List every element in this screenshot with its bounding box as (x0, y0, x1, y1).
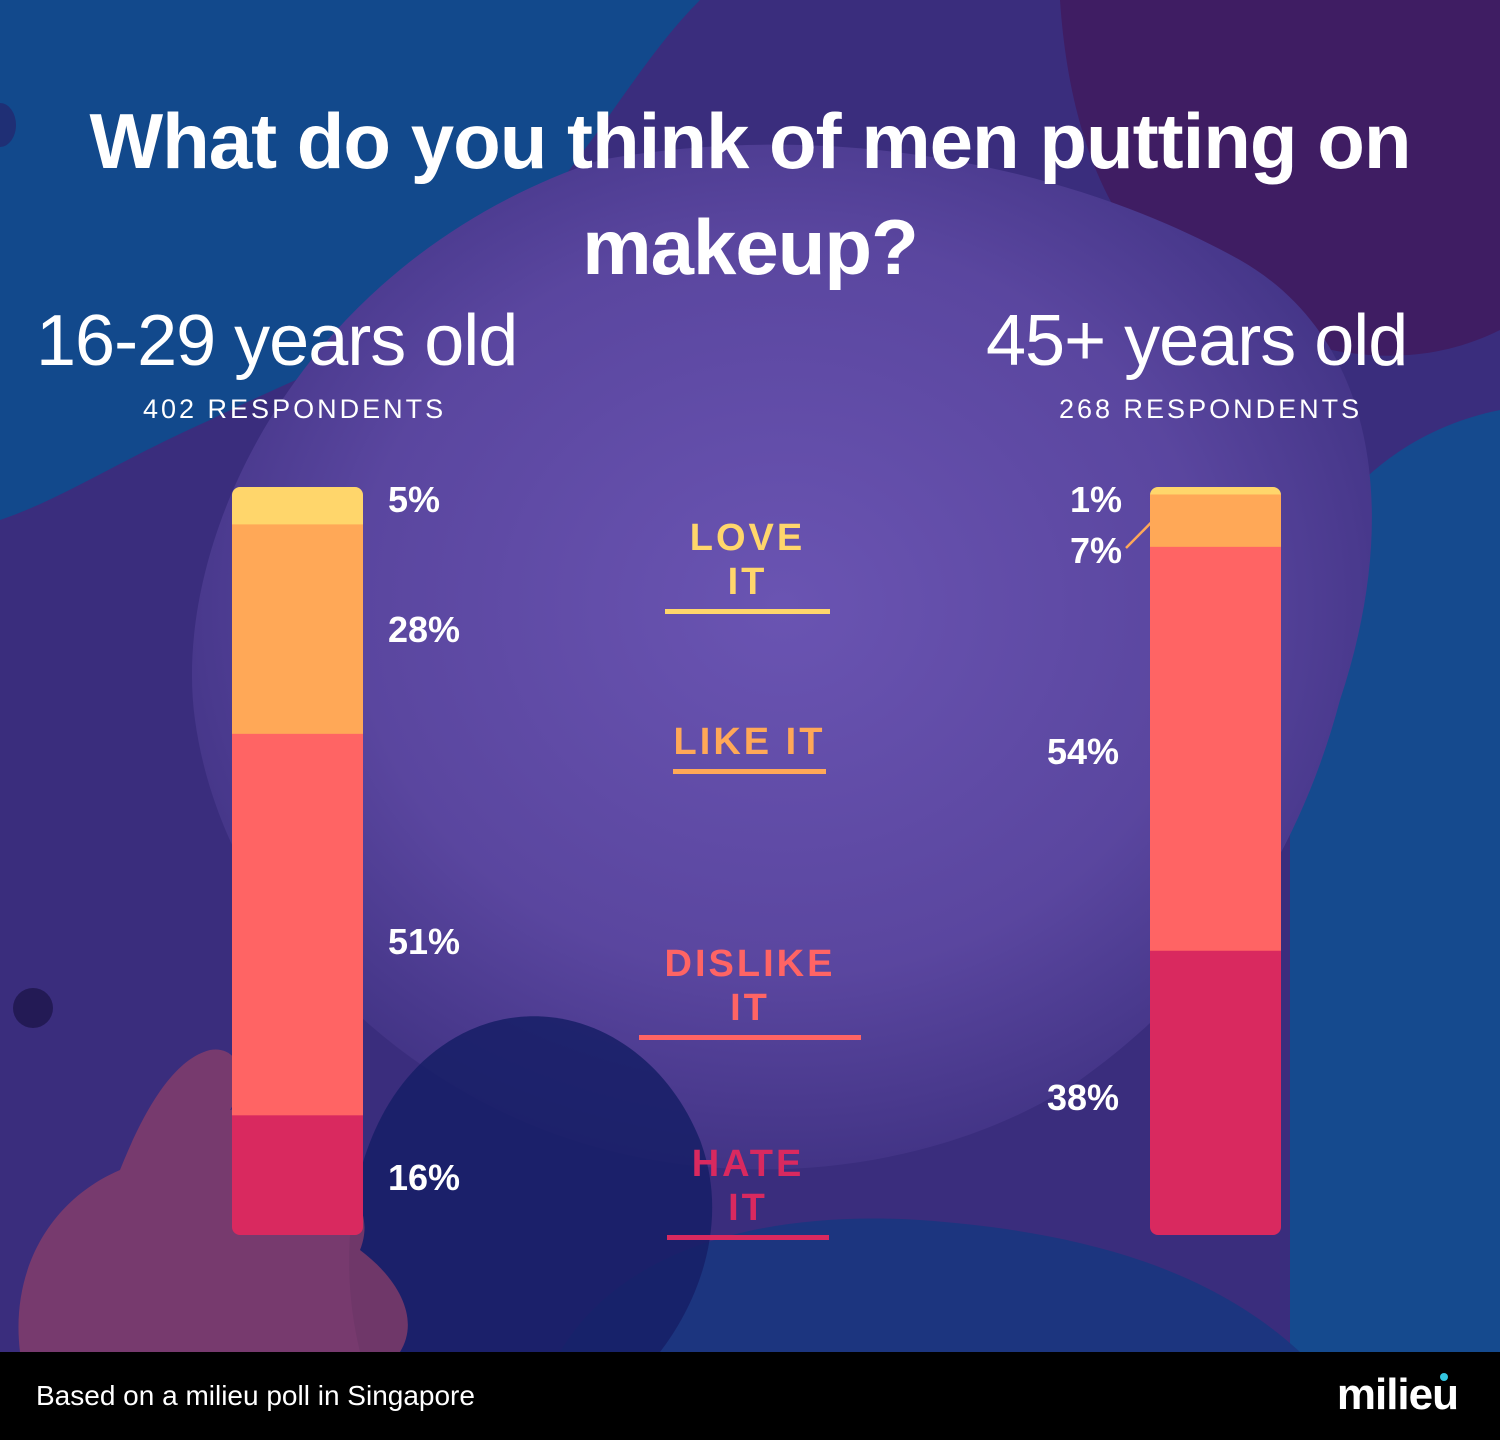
data-label-young-love: 5% (388, 479, 441, 520)
data-label-young-like: 28% (388, 609, 461, 650)
bar-segment-older-like (1150, 494, 1281, 548)
leader-line-older-like (1125, 519, 1154, 549)
legend-like-it-underline (673, 769, 826, 774)
legend-love-it-underline (665, 609, 830, 614)
respondents-young: 402 RESPONDENTS (143, 394, 447, 424)
legend-dislike-it-label: DISLIKE IT (664, 943, 836, 1029)
chart-title: What do you think of men putting on make… (89, 97, 1411, 291)
footer: Based on a milieu poll in Singapore mili… (0, 1352, 1500, 1440)
stacked-bar-chart (232, 487, 1281, 1235)
brand-logo: milieu (1336, 1370, 1459, 1420)
stacked-bar-older (1150, 487, 1281, 1235)
brand-logo-dot (1439, 1373, 1448, 1381)
legend-like-it-label: LIKE IT (673, 721, 826, 763)
legend-love-it: LOVE IT (665, 516, 830, 614)
bar-segment-older-dislike (1150, 546, 1281, 952)
legend-dislike-it-underline (639, 1035, 861, 1040)
data-label-older-like: 7% (1070, 530, 1123, 571)
legend-love-it-label: LOVE IT (689, 517, 806, 603)
data-label-older-love: 1% (1070, 479, 1123, 520)
legend-dislike-it: DISLIKE IT (639, 942, 861, 1040)
group-title-older: 45+ years old (986, 301, 1408, 381)
legend-hate-it-underline (667, 1235, 829, 1240)
data-label-older-dislike: 54% (1047, 731, 1120, 772)
legend-hate-it: HATE IT (667, 1142, 829, 1240)
bar-segment-young-dislike (232, 733, 363, 1116)
data-label-young-hate: 16% (388, 1157, 461, 1198)
bar-segment-young-like (232, 524, 363, 735)
bar-segment-older-hate (1150, 950, 1281, 1235)
footer-note: Based on a milieu poll in Singapore (36, 1380, 475, 1411)
group-title-young: 16-29 years old (36, 301, 518, 381)
respondents-older: 268 RESPONDENTS (1059, 394, 1363, 424)
stacked-bar-young (232, 487, 363, 1235)
legend-hate-it-label: HATE IT (691, 1143, 805, 1229)
data-label-young-dislike: 51% (388, 921, 461, 962)
bar-segment-young-love (232, 487, 363, 525)
data-label-older-hate: 38% (1047, 1077, 1120, 1118)
bar-segment-older-love (1150, 487, 1281, 495)
bar-segment-young-hate (232, 1115, 363, 1235)
brand-logo-text: milieu (1336, 1370, 1459, 1419)
legend-like-it: LIKE IT (673, 720, 826, 774)
